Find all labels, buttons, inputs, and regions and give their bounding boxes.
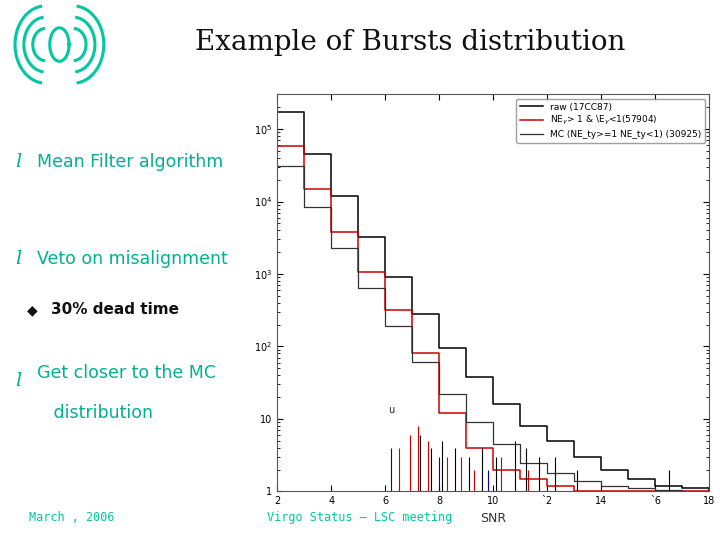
MC (NE_ty>=1 NE_ty<1) (30925) (354, 285, 363, 291)
X-axis label: SNR: SNR (480, 512, 506, 525)
Text: Veto on misalignment: Veto on misalignment (37, 250, 228, 268)
NE$_\gamma$> 1 & \E$_\gamma$<1(57904) (678, 488, 687, 495)
Line: MC (NE_ty>=1 NE_ty<1) (30925): MC (NE_ty>=1 NE_ty<1) (30925) (277, 166, 709, 491)
NE$_\gamma$> 1 & \E$_\gamma$<1(57904) (705, 488, 714, 495)
MC (NE_ty>=1 NE_ty<1) (30925) (678, 488, 687, 494)
MC (NE_ty>=1 NE_ty<1) (30925) (300, 204, 308, 210)
NE$_\gamma$> 1 & \E$_\gamma$<1(57904) (327, 229, 336, 235)
NE$_\gamma$> 1 & \E$_\gamma$<1(57904) (624, 488, 633, 495)
raw (17CC87) (462, 374, 471, 380)
raw (17CC87) (597, 467, 606, 473)
raw (17CC87) (543, 437, 552, 444)
Text: ◆: ◆ (27, 303, 37, 317)
Text: Example of Bursts distribution: Example of Bursts distribution (195, 29, 626, 56)
Text: l: l (16, 250, 22, 268)
NE$_\gamma$> 1 & \E$_\gamma$<1(57904) (381, 307, 390, 313)
MC (NE_ty>=1 NE_ty<1) (30925) (543, 470, 552, 476)
Text: 30% dead time: 30% dead time (50, 302, 179, 318)
Legend: raw (17CC87), NE$_\gamma$> 1 & \E$_\gamma$<1(57904), MC (NE_ty>=1 NE_ty<1) (3092: raw (17CC87), NE$_\gamma$> 1 & \E$_\gamm… (516, 99, 705, 143)
NE$_\gamma$> 1 & \E$_\gamma$<1(57904) (543, 482, 552, 489)
Text: Virgo Status – LSC meeting: Virgo Status – LSC meeting (267, 511, 453, 524)
raw (17CC87) (381, 274, 390, 281)
raw (17CC87) (624, 475, 633, 482)
raw (17CC87) (435, 345, 444, 352)
raw (17CC87) (489, 401, 498, 407)
MC (NE_ty>=1 NE_ty<1) (30925) (651, 487, 660, 493)
raw (17CC87) (651, 482, 660, 489)
NE$_\gamma$> 1 & \E$_\gamma$<1(57904) (570, 488, 579, 495)
MC (NE_ty>=1 NE_ty<1) (30925) (273, 163, 282, 169)
NE$_\gamma$> 1 & \E$_\gamma$<1(57904) (597, 488, 606, 495)
NE$_\gamma$> 1 & \E$_\gamma$<1(57904) (273, 143, 282, 150)
Text: l: l (16, 372, 22, 390)
raw (17CC87) (408, 311, 417, 318)
raw (17CC87) (705, 488, 714, 495)
raw (17CC87) (516, 423, 525, 429)
raw (17CC87) (300, 151, 308, 158)
Text: Get closer to the MC: Get closer to the MC (37, 363, 216, 382)
NE$_\gamma$> 1 & \E$_\gamma$<1(57904) (300, 186, 308, 192)
Line: NE$_\gamma$> 1 & \E$_\gamma$<1(57904): NE$_\gamma$> 1 & \E$_\gamma$<1(57904) (277, 146, 709, 491)
MC (NE_ty>=1 NE_ty<1) (30925) (624, 485, 633, 491)
NE$_\gamma$> 1 & \E$_\gamma$<1(57904) (462, 444, 471, 451)
Text: l: l (16, 153, 22, 171)
Text: u: u (388, 405, 394, 415)
raw (17CC87) (354, 234, 363, 241)
NE$_\gamma$> 1 & \E$_\gamma$<1(57904) (516, 475, 525, 482)
MC (NE_ty>=1 NE_ty<1) (30925) (570, 477, 579, 484)
raw (17CC87) (678, 485, 687, 491)
MC (NE_ty>=1 NE_ty<1) (30925) (462, 419, 471, 426)
Text: March , 2006: March , 2006 (29, 511, 114, 524)
MC (NE_ty>=1 NE_ty<1) (30925) (597, 482, 606, 489)
raw (17CC87) (570, 454, 579, 460)
raw (17CC87) (327, 193, 336, 199)
NE$_\gamma$> 1 & \E$_\gamma$<1(57904) (651, 488, 660, 495)
Text: distribution: distribution (37, 404, 153, 422)
MC (NE_ty>=1 NE_ty<1) (30925) (489, 441, 498, 447)
MC (NE_ty>=1 NE_ty<1) (30925) (327, 245, 336, 251)
Line: raw (17CC87): raw (17CC87) (277, 112, 709, 491)
MC (NE_ty>=1 NE_ty<1) (30925) (705, 488, 714, 495)
raw (17CC87) (273, 109, 282, 116)
MC (NE_ty>=1 NE_ty<1) (30925) (516, 460, 525, 466)
NE$_\gamma$> 1 & \E$_\gamma$<1(57904) (489, 467, 498, 473)
NE$_\gamma$> 1 & \E$_\gamma$<1(57904) (435, 410, 444, 416)
MC (NE_ty>=1 NE_ty<1) (30925) (435, 391, 444, 397)
MC (NE_ty>=1 NE_ty<1) (30925) (408, 358, 417, 365)
MC (NE_ty>=1 NE_ty<1) (30925) (381, 323, 390, 329)
Text: Mean Filter algorithm: Mean Filter algorithm (37, 153, 223, 171)
NE$_\gamma$> 1 & \E$_\gamma$<1(57904) (354, 269, 363, 276)
NE$_\gamma$> 1 & \E$_\gamma$<1(57904) (408, 350, 417, 357)
